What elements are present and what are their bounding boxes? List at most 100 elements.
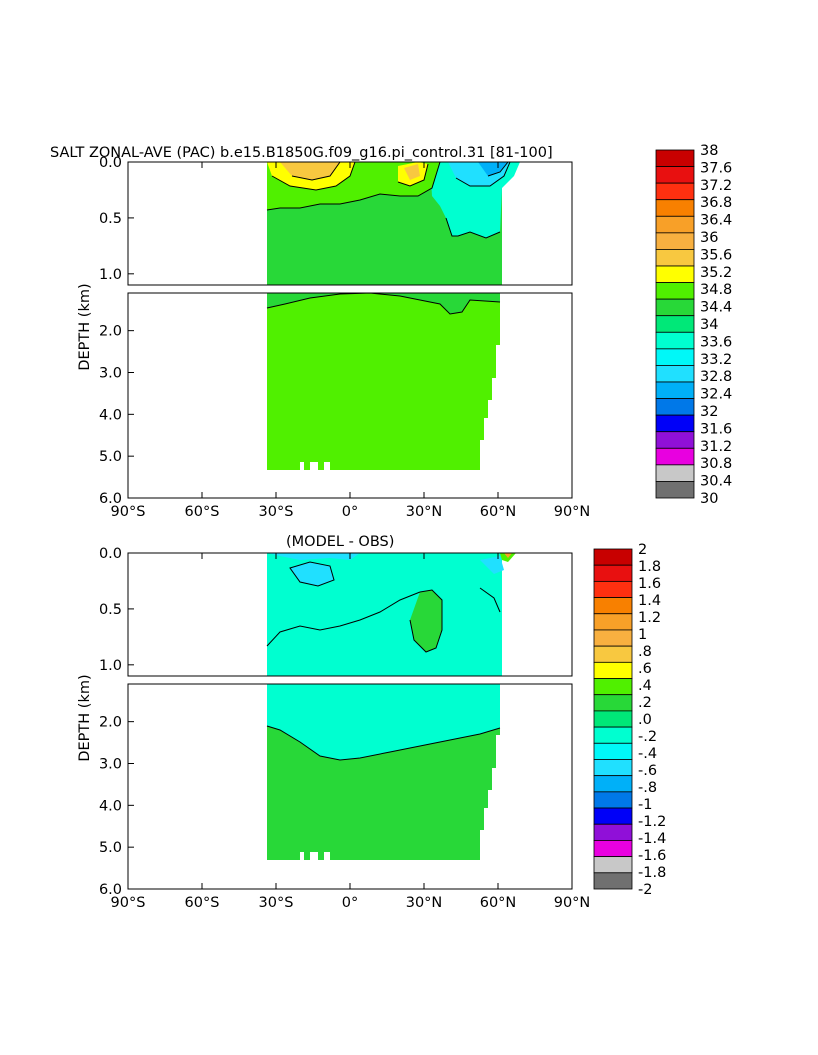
colorbar-swatch [593, 856, 633, 874]
y-axis-label: DEPTH (km) [77, 674, 93, 761]
y-tick-label: 3.0 [99, 365, 122, 381]
y-tick-label: 2.0 [99, 324, 122, 340]
colorbar-swatch [655, 398, 695, 416]
colorbar-swatch [593, 791, 633, 809]
y-tick-label: 4.0 [99, 798, 122, 814]
colorbar-label: .2 [638, 695, 652, 711]
colorbar-swatch [593, 807, 633, 825]
y-tick-label: 0.5 [99, 602, 122, 618]
colorbar-label: 33.2 [700, 352, 732, 368]
colorbar-label: -.8 [638, 780, 657, 796]
bottom-contours [266, 561, 501, 761]
y-tick-label: 0.0 [99, 546, 122, 562]
colorbar-label: -.2 [638, 729, 657, 745]
colorbar-label: 34.4 [700, 300, 732, 316]
colorbar-swatch [655, 215, 695, 234]
axes-panel-2: 90°S 60°S 30°S 0° 30°N 60°N 90°N 0.0 0.5 1.0 2.0 3.… [77, 546, 590, 911]
colorbar-label: 30.4 [700, 474, 732, 490]
panel-bottom [127, 552, 573, 890]
colorbar-swatch [655, 464, 695, 482]
colorbar-panel-2: 21.81.61.41.21.8.6.4.2.0-.2-.4-.6-.8-1-1… [593, 542, 666, 898]
x-tick-label: 90°N [554, 895, 591, 911]
colorbar-label: 31.6 [700, 421, 732, 437]
bottom-upper-fill [267, 553, 516, 676]
colorbar-swatch [593, 710, 633, 728]
colorbar-swatch [655, 199, 695, 217]
colorbar-swatch [593, 759, 633, 777]
colorbar-label: 32.4 [700, 387, 732, 403]
panel-top [127, 161, 573, 499]
colorbar-swatch [655, 149, 695, 167]
colorbar-label: -.4 [638, 746, 657, 762]
colorbar-label: -1.2 [638, 814, 666, 830]
x-tick-label: 0° [342, 504, 358, 520]
colorbar-label: .6 [638, 661, 652, 677]
y-tick-label: 3.0 [99, 756, 122, 772]
colorbar-swatch [593, 742, 633, 760]
colorbar-label: -.6 [638, 763, 657, 779]
x-tick-label: 30°S [259, 895, 294, 911]
x-tick-label: 60°S [185, 895, 220, 911]
colorbar-label: -1.4 [638, 831, 666, 847]
colorbar-label: -1.6 [638, 848, 666, 864]
colorbar-swatch [593, 564, 633, 582]
y-tick-label: 1.0 [99, 267, 122, 283]
colorbar-swatch [655, 381, 695, 399]
colorbar-swatch [655, 431, 695, 449]
x-tick-label: 90°N [554, 504, 591, 520]
colorbar-swatch [593, 661, 633, 679]
colorbar-label: 1.2 [638, 610, 661, 626]
colorbar-label: .8 [638, 644, 652, 660]
colorbar-panel-1: 3837.637.236.836.43635.635.234.834.43433… [655, 143, 732, 507]
colorbar-swatch [655, 298, 695, 317]
colorbar-label: -2 [638, 882, 652, 898]
colorbar-swatch [655, 348, 695, 366]
colorbar-label: -1.8 [638, 865, 666, 881]
colorbar-label: 32.8 [700, 369, 732, 385]
colorbar-label: 36 [700, 230, 718, 246]
colorbar-label: 1 [638, 627, 647, 643]
colorbar-swatch [593, 597, 633, 615]
colorbar-swatch [655, 182, 695, 201]
colorbar-label: 36.8 [700, 195, 732, 211]
colorbar-swatch [593, 645, 633, 663]
colorbar-swatch [655, 282, 695, 300]
colorbar-swatch [655, 365, 695, 383]
colorbar-label: 34.8 [700, 282, 732, 298]
x-tick-label: 30°S [259, 504, 294, 520]
colorbar-swatch [655, 481, 695, 499]
x-tick-label: 60°S [185, 504, 220, 520]
top-contours [266, 161, 511, 315]
colorbar-label: 2 [638, 542, 647, 558]
colorbar-swatch [655, 232, 695, 250]
y-tick-label: 0.0 [99, 155, 122, 171]
colorbar-label: 33.6 [700, 334, 732, 350]
colorbar-swatch [593, 613, 633, 631]
colorbar-label: 32 [700, 404, 718, 420]
colorbar-swatch [655, 315, 695, 333]
x-tick-label: 60°N [480, 504, 517, 520]
bottom-lower-fill [267, 684, 500, 860]
colorbar-label: 35.6 [700, 247, 732, 263]
colorbar-label: 1.4 [638, 593, 661, 609]
colorbar-label: 38 [700, 143, 718, 159]
colorbar-label: .0 [638, 712, 652, 728]
colorbar-layer: 3837.637.236.836.43635.635.234.834.43433… [593, 143, 732, 898]
y-tick-label: 6.0 [99, 882, 122, 898]
colorbar-label: 1.6 [638, 576, 661, 592]
y-tick-label: 4.0 [99, 407, 122, 423]
colorbar-swatch [655, 414, 695, 433]
colorbar-label: 36.4 [700, 213, 732, 229]
colorbar-label: .4 [638, 678, 652, 694]
x-tick-label: 30°N [406, 504, 443, 520]
top-upper-fill [267, 162, 520, 285]
colorbar-swatch [593, 823, 633, 841]
colorbar-label: 37.6 [700, 160, 732, 176]
subtitle-model-obs: (MODEL - OBS) [286, 534, 394, 550]
colorbar-label: 30.8 [700, 456, 732, 472]
x-tick-label: 0° [342, 895, 358, 911]
y-tick-label: 5.0 [99, 449, 122, 465]
colorbar-swatch [655, 166, 695, 184]
x-tick-label: 30°N [406, 895, 443, 911]
